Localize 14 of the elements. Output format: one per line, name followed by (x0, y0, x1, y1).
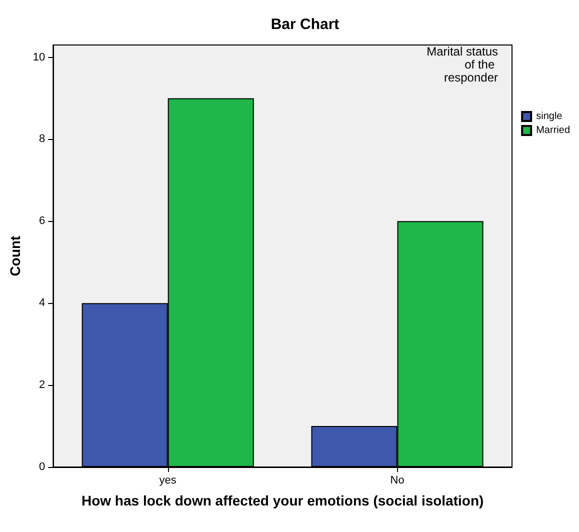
y-tick-label: 4 (39, 297, 46, 310)
legend-label: single (536, 111, 563, 122)
x-tick-label: yes (159, 474, 177, 486)
y-tick-label: 2 (39, 379, 46, 392)
y-tick-label: 10 (32, 51, 46, 64)
legend-label: Married (536, 125, 570, 136)
y-tick-label: 6 (39, 215, 46, 228)
y-axis-title: Count (7, 235, 23, 276)
x-axis-title: How has lock down affected your emotions (social isolation) (81, 492, 484, 508)
y-tick-label: 0 (39, 461, 46, 473)
y-tick-label: 8 (39, 133, 46, 146)
x-tick-label: No (390, 474, 404, 486)
legend-title: Marital status of the responder (426, 44, 498, 84)
chart-title: Bar Chart (270, 16, 340, 33)
